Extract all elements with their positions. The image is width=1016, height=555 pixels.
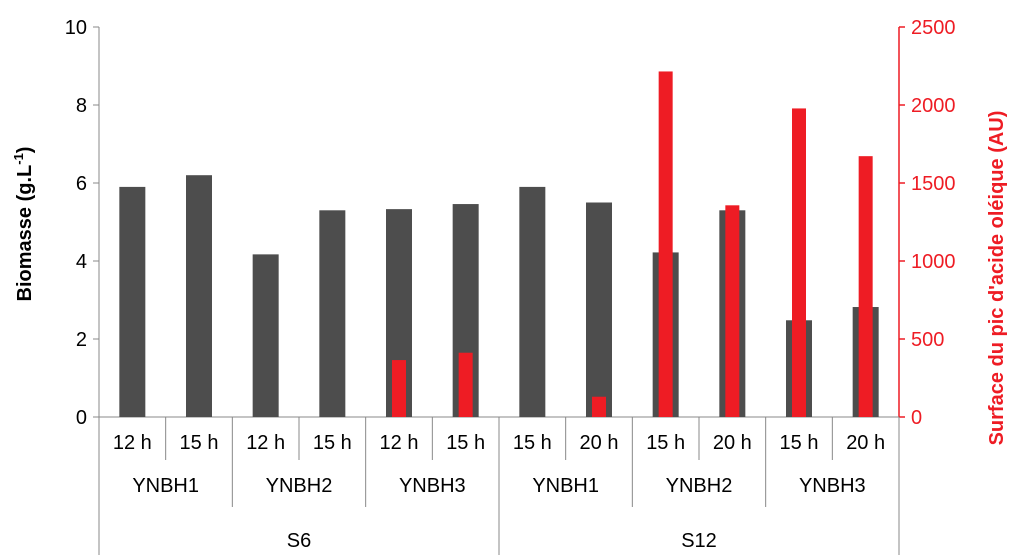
y-right-tick-label: 0: [911, 407, 922, 429]
time-label: 12 h: [380, 432, 419, 454]
oleic-acid-bar: [392, 360, 406, 417]
y-axis-left-label: Biomasse (g.L-1): [11, 147, 36, 302]
time-label: 12 h: [113, 432, 152, 454]
y-left-tick-label: 2: [76, 329, 87, 351]
category-axis: 12 h 15 h 12 h 15 h 12 h 15 h 15 h 20 h 15 h 20 h…: [98, 417, 900, 555]
biomass-bar: [519, 186, 546, 417]
biomass-bar: [319, 210, 346, 417]
time-label: 15 h: [313, 432, 352, 454]
oleic-acid-bar: [658, 71, 673, 418]
y-right-tick-label: 1500: [911, 173, 956, 195]
biomass-bar: [186, 175, 212, 417]
y-left-tick-label: 0: [76, 407, 87, 429]
oleic-acid-bar: [725, 205, 740, 417]
biomass-bar: [119, 186, 146, 417]
biomass-bar: [586, 202, 612, 417]
time-label: 15 h: [446, 432, 485, 454]
oleic-acid-bars: [392, 71, 873, 418]
y-left-tick-label: 8: [76, 95, 87, 117]
y-left-tick-label: 6: [76, 173, 87, 195]
y-axis-right-label: Surface du pic d'acide oléique (AU): [986, 111, 1008, 446]
strain-label: YNBH2: [266, 475, 333, 497]
medium-label: S6: [287, 530, 311, 552]
strain-label: YNBH1: [132, 475, 199, 497]
strain-label: YNBH2: [666, 475, 733, 497]
strain-label: YNBH1: [532, 475, 599, 497]
oleic-acid-bar: [592, 396, 606, 417]
y-left-tick-label: 10: [65, 17, 87, 39]
y-right-tick-label: 2500: [911, 17, 956, 39]
strain-label: YNBH3: [799, 475, 866, 497]
time-label: 20 h: [713, 432, 752, 454]
medium-label: S12: [681, 530, 717, 552]
time-label: 12 h: [246, 432, 285, 454]
time-label: 20 h: [580, 432, 619, 454]
time-label: 15 h: [513, 432, 552, 454]
strain-label: YNBH3: [399, 475, 466, 497]
oleic-acid-bar: [458, 352, 473, 417]
oleic-acid-bar: [792, 108, 806, 417]
biomass-bars: [119, 175, 879, 417]
time-label: 15 h: [780, 432, 819, 454]
time-label: 15 h: [646, 432, 685, 454]
y-right-tick-label: 1000: [911, 251, 956, 273]
biomass-bar: [252, 254, 279, 417]
time-label: 15 h: [180, 432, 219, 454]
y-left-tick-label: 4: [76, 251, 87, 273]
oleic-acid-bar: [858, 156, 873, 417]
y-right-tick-label: 500: [911, 329, 944, 351]
y-right-tick-label: 2000: [911, 95, 956, 117]
time-label: 20 h: [846, 432, 885, 454]
